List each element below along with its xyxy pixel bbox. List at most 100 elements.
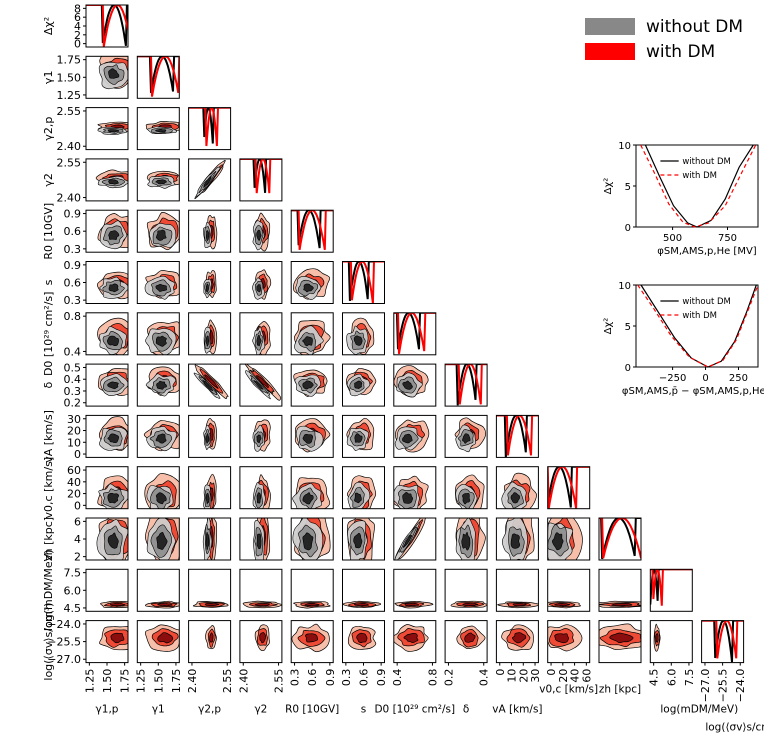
panel-3-2 (188, 158, 232, 202)
panel-12-1 (136, 620, 180, 664)
x-tick-label: 0.9 (375, 669, 388, 687)
panel-content (547, 518, 583, 560)
without-dm-contour (256, 492, 262, 504)
without-dm-contour (402, 491, 414, 504)
panel-frame (547, 517, 591, 561)
panel-frame (239, 312, 283, 356)
panel-content (293, 369, 328, 397)
panel-frame (649, 568, 693, 612)
without-dm-contour (353, 532, 363, 549)
panel-content (203, 417, 218, 451)
with-dm-contour (512, 632, 527, 644)
x-tick-label: 0.6 (358, 669, 371, 687)
panel-content (547, 624, 583, 652)
y-tick-label: 1.75 (57, 54, 82, 67)
inset-series-line (644, 144, 754, 228)
panel-content (252, 269, 272, 300)
panel-8-8 (495, 414, 539, 458)
without-dm-contour (353, 335, 363, 346)
panel-content (393, 312, 436, 354)
without-dm-contour (303, 283, 314, 293)
panel-6-3 (239, 312, 283, 356)
panel-frame (495, 466, 539, 510)
panel-frame (188, 466, 232, 510)
panel-frame (136, 261, 180, 304)
panel-frame (85, 107, 129, 151)
panel-content (342, 600, 382, 608)
panel-content (547, 466, 590, 509)
x-tick-label: 1.50 (152, 669, 165, 694)
panel-11-5 (342, 568, 385, 612)
panel-content (145, 366, 180, 397)
inset-x-label: φSM,AMS,p̄ − φSM,AMS,p,He [MV] (622, 386, 764, 397)
without-dm-contour (302, 492, 314, 505)
x-tick-label: 0.4 (391, 669, 404, 687)
without-dm-contour (256, 229, 262, 241)
panel-content (653, 623, 661, 652)
panel-frame (188, 414, 232, 458)
panel-9-4 (290, 466, 334, 510)
panel-frame (393, 414, 437, 458)
panel-frame (239, 363, 283, 407)
without-dm-contour (256, 434, 262, 444)
panel-frame (239, 466, 283, 510)
panel-10-10 (598, 517, 642, 561)
panel-content (194, 160, 226, 200)
panel-frame (239, 568, 283, 612)
x-tick-label: 0.8 (426, 669, 439, 687)
panel-4-3 (239, 209, 283, 253)
panel-3-3 (239, 158, 283, 202)
panel-content (96, 518, 128, 560)
y-tick-label: 0.9 (64, 259, 82, 272)
without-dm-contour (108, 68, 120, 79)
panel-9-0 (85, 466, 129, 510)
y-tick-label: 1.25 (57, 89, 82, 102)
y-tick-label: 0 (74, 499, 81, 512)
panel-12-6 (393, 620, 437, 664)
panel-7-2 (188, 363, 232, 407)
x-tick-label: −24.0 (734, 669, 747, 703)
y-axis-label: D0 [10²⁹ cm²/s] (42, 292, 55, 376)
panel-8-1 (136, 414, 180, 458)
without-dm-contour (155, 492, 167, 505)
panel-7-0 (85, 363, 129, 407)
panel-7-4 (290, 363, 334, 407)
with-dm-contour (462, 602, 479, 607)
x-tick-label: −27.0 (699, 669, 712, 703)
panel-frame (393, 466, 437, 510)
panel-content (86, 5, 128, 47)
panel-frame (393, 568, 437, 612)
panel-content (393, 365, 429, 398)
panel-content (497, 601, 539, 609)
without-dm-contour (107, 381, 119, 390)
panel-content (252, 321, 271, 355)
x-axis-label: log(mDM/MeV) (660, 704, 738, 716)
panel-frame (290, 261, 334, 304)
panel-11-11 (649, 568, 693, 612)
panel-content (501, 624, 534, 651)
panel-frame (188, 312, 232, 356)
x-tick-label: 1.25 (135, 669, 148, 694)
panel-content (455, 474, 485, 509)
panel-frame (188, 209, 232, 253)
panel-frame (495, 414, 539, 458)
panel-frame (239, 158, 283, 202)
panel-content (496, 415, 539, 458)
inset-x-tick-label: 250 (729, 373, 748, 384)
panel-content (145, 121, 180, 134)
without-dm-contour (510, 492, 520, 504)
panel-frame (239, 209, 283, 253)
x-tick-label: 1.50 (101, 669, 114, 694)
panel-frame (342, 568, 385, 612)
panel-content (347, 625, 377, 650)
panel-12-12 (701, 620, 745, 664)
inset-series-line (640, 144, 757, 228)
x-tick-label: 6.0 (665, 669, 678, 687)
panel-content (291, 210, 334, 250)
panel-content (346, 475, 377, 509)
panel-12-11 (649, 620, 693, 664)
panel-frame (136, 312, 180, 356)
panel-content (143, 420, 180, 452)
panel-10-9 (547, 517, 591, 561)
y-tick-label: 2.40 (57, 192, 82, 205)
